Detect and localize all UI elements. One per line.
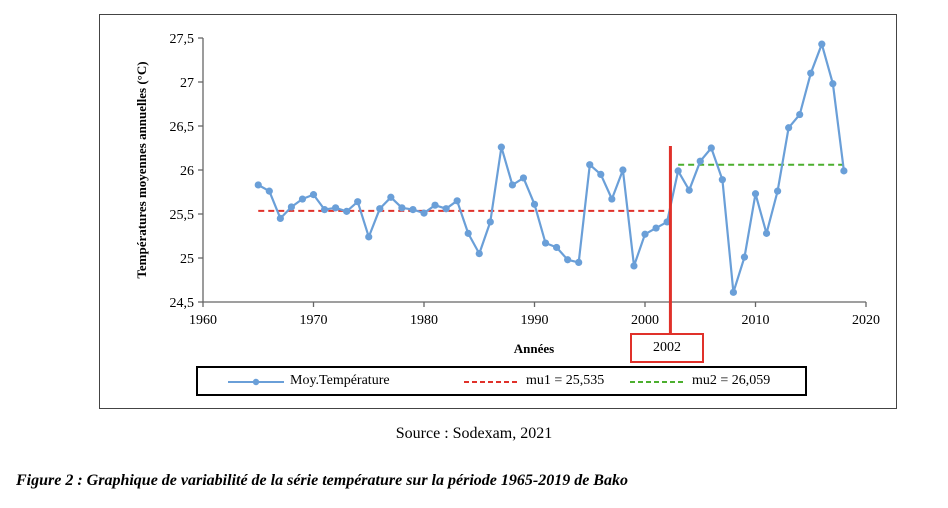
data-point: 1968: 25.58 (287, 203, 295, 211)
data-point: 1995: 26.06 (586, 161, 594, 169)
data-point: 1974: 25.64 (354, 198, 362, 206)
mean-lines (258, 163, 844, 212)
data-point: 1980: 25.51 (420, 209, 428, 217)
data-point: 2016: 27.43 (818, 40, 826, 48)
data-point: 1981: 25.6 (431, 201, 439, 209)
data-point: 1990: 25.61 (530, 200, 539, 208)
data-point: 1985: 25.05 (475, 250, 483, 258)
source-note: Source : Sodexam, 2021 (395, 425, 553, 442)
figure-caption: Figure 2 : Graphique de variabilité de l… (16, 472, 628, 489)
data-point: 2012: 25.76 (774, 187, 782, 195)
data-point: 1978: 25.57 (398, 204, 406, 212)
data-point: 2015: 27.1 (807, 69, 815, 77)
ticks: 24,5 25 25,5 26 26,5 27 27,5 1960 1970 1980 1990 20… (170, 32, 881, 328)
y-tick-label: 24,5 (170, 296, 195, 311)
data-point: 1973: 25.53 (343, 207, 351, 215)
series-temperature: 1965: 25.831966: 25.76 1967: 25.451968: 2… (254, 40, 848, 296)
data-point: 1997: 25.67 (608, 195, 616, 203)
legend-item-temperature: Moy.Température (228, 373, 390, 389)
legend-item-mu1: mu1 = 25,535 (464, 373, 604, 389)
data-point: 1975: 25.24 (365, 233, 373, 241)
legend-swatch-mu1 (464, 376, 520, 386)
data-point: 1988: 25.83 (508, 181, 516, 189)
x-tick-label: 1970 (300, 313, 328, 328)
data-point: 2003: 25.99 (674, 167, 682, 175)
data-point: 1977: 25.69 (387, 193, 395, 201)
x-tick-label: 2020 (852, 313, 880, 328)
y-tick-label: 25,5 (170, 208, 195, 223)
axes (202, 38, 866, 303)
data-point: 2013: 26.48 (785, 124, 793, 132)
data-point: 2011: 25.28 (762, 229, 771, 237)
data-point: 2010: 25.73 (751, 190, 760, 198)
x-tick-label: 2010 (742, 313, 770, 328)
legend: Moy.Température mu1 = 25,535 mu2 = 26,05… (196, 366, 807, 396)
data-point: 2005: 26.1 (696, 157, 704, 165)
data-point: 2018: 25.99 (840, 167, 848, 175)
data-point: 1979: 25.55 (409, 206, 417, 214)
data-point: 1970: 25.72 (309, 191, 318, 199)
y-tick-label: 25 (180, 252, 194, 267)
data-point: 2004: 25.77 (685, 186, 693, 194)
legend-label-temperature: Moy.Température (290, 373, 390, 388)
data-point: 2000: 25.27 (641, 230, 649, 238)
data-point: 1982: 25.56 (442, 205, 450, 213)
data-point: 2001: 25.34 (652, 224, 660, 232)
data-point: 1969: 25.67 (298, 195, 307, 203)
data-point: 2007: 25.89 (718, 176, 726, 184)
temperature-line (257, 43, 845, 294)
data-point: 1999: 24.91 (630, 262, 638, 270)
y-tick-label: 27 (180, 76, 194, 91)
x-tick-label: 1960 (189, 313, 217, 328)
data-point: 1989: 25.91 (519, 174, 528, 182)
data-point: 2017: 26.98 (829, 80, 837, 88)
data-point: 1983: 25.65 (453, 197, 461, 205)
data-point: 1994: 24.95 (575, 258, 583, 266)
data-point: 2008: 24.61 (729, 288, 738, 296)
data-point: 2009: 25.01 (740, 253, 749, 261)
data-point: 1998: 26 (619, 166, 627, 174)
x-tick-label: 1990 (521, 313, 549, 328)
y-tick-label: 26,5 (170, 120, 195, 135)
break-year-label: 2002 (630, 333, 704, 363)
data-point: 1967: 25.45 (276, 214, 284, 222)
y-tick-label: 27,5 (170, 32, 195, 47)
legend-swatch-temperature (228, 376, 284, 386)
x-axis-title: Années (514, 341, 554, 356)
data-point: 1986: 25.41 (486, 218, 494, 226)
legend-label-mu1: mu1 = 25,535 (526, 373, 605, 388)
x-tick-label: 2000 (631, 313, 659, 328)
data-point: 1966: 25.76 (265, 187, 273, 195)
data-point: 1965: 25.83 (254, 181, 262, 189)
legend-swatch-mu2 (630, 376, 686, 386)
data-point: 1971: 25.55 (320, 206, 329, 214)
data-point: 1996: 25.95 (597, 170, 605, 178)
data-point: 1993: 24.98 (564, 256, 572, 264)
y-axis-title: Températures moyennes annuelles (°C) (134, 61, 149, 278)
legend-label-mu2: mu2 = 26,059 (692, 373, 771, 388)
data-point: 1987: 26.26 (497, 143, 505, 151)
x-tick-label: 1980 (410, 313, 438, 328)
data-point: 1991: 25.17 (541, 239, 550, 247)
data-point: 2006: 26.25 (707, 144, 715, 152)
data-point: 1984: 25.28 (464, 229, 472, 237)
data-point: 1972: 25.57 (332, 204, 340, 212)
legend-item-mu2: mu2 = 26,059 (630, 373, 770, 389)
data-point: 1976: 25.56 (376, 205, 384, 213)
data-point: 1992: 25.12 (553, 243, 561, 252)
data-point: 2002: 25.41 (663, 218, 671, 226)
data-point: 2014: 26.63 (796, 110, 804, 119)
y-tick-label: 26 (180, 164, 194, 179)
chart-frame (99, 14, 897, 409)
